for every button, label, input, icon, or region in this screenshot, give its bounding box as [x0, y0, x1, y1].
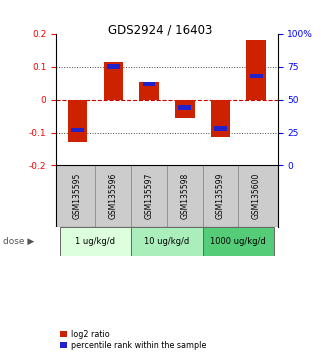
Bar — [131, 227, 203, 256]
Text: 1 ug/kg/d: 1 ug/kg/d — [75, 237, 116, 246]
Text: GSM135600: GSM135600 — [252, 173, 261, 219]
Text: GSM135598: GSM135598 — [180, 173, 189, 219]
Bar — [178, 105, 191, 110]
Text: GSM135597: GSM135597 — [144, 173, 153, 219]
Text: GDS2924 / 16403: GDS2924 / 16403 — [108, 23, 213, 36]
Bar — [68, 99, 87, 142]
Text: 1000 ug/kg/d: 1000 ug/kg/d — [211, 237, 266, 246]
Bar — [143, 81, 155, 86]
Bar — [71, 128, 84, 132]
Bar — [139, 82, 159, 99]
Bar — [247, 40, 266, 99]
Bar — [103, 62, 123, 99]
Bar — [107, 64, 120, 69]
Bar — [203, 227, 274, 256]
Bar — [250, 74, 263, 78]
Bar — [211, 99, 230, 137]
Text: GSM135596: GSM135596 — [109, 173, 118, 219]
Legend: log2 ratio, percentile rank within the sample: log2 ratio, percentile rank within the s… — [60, 330, 206, 350]
Bar — [60, 227, 131, 256]
Text: GSM135595: GSM135595 — [73, 173, 82, 219]
Text: dose ▶: dose ▶ — [3, 237, 34, 246]
Text: 10 ug/kg/d: 10 ug/kg/d — [144, 237, 189, 246]
Bar — [214, 126, 227, 131]
Text: GSM135599: GSM135599 — [216, 173, 225, 219]
Bar — [175, 99, 195, 118]
